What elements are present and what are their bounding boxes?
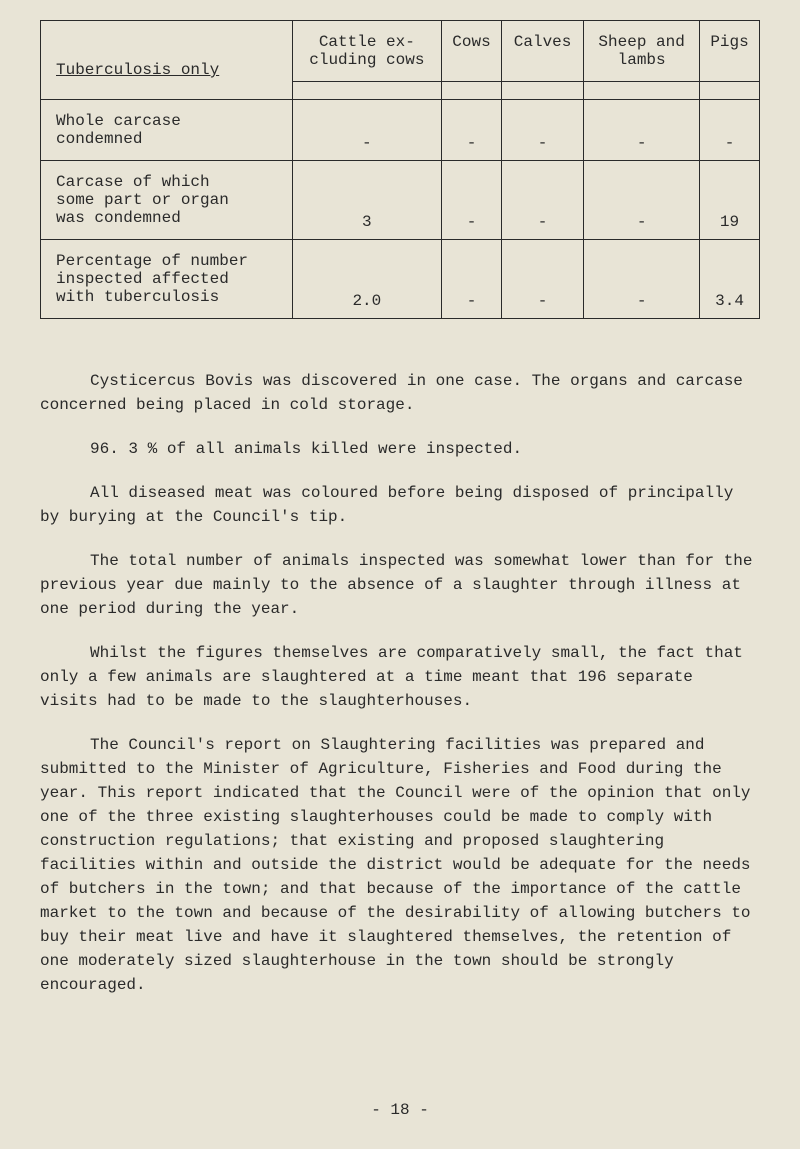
row-label: Carcase of which some part or organ was … xyxy=(41,161,293,240)
col-header: Sheep and lambs xyxy=(584,21,700,82)
cell: - xyxy=(700,100,760,161)
page-number: - 18 - xyxy=(0,1101,800,1119)
cell: - xyxy=(442,161,502,240)
cell: - xyxy=(442,240,502,319)
cell: - xyxy=(584,100,700,161)
tuberculosis-table: Tuberculosis only Cattle ex- cluding cow… xyxy=(40,20,760,319)
col-header: Pigs xyxy=(700,21,760,82)
cell: - xyxy=(442,100,502,161)
cell: - xyxy=(584,240,700,319)
paragraph: Whilst the figures themselves are compar… xyxy=(40,641,760,713)
cell: 2.0 xyxy=(292,240,441,319)
col-header: Cows xyxy=(442,21,502,82)
table-row: Carcase of which some part or organ was … xyxy=(41,161,760,240)
cell: - xyxy=(292,100,441,161)
col-header: Calves xyxy=(501,21,583,82)
paragraph: The total number of animals inspected wa… xyxy=(40,549,760,621)
row-label: Whole carcase condemned xyxy=(41,100,293,161)
cell: - xyxy=(501,161,583,240)
paragraph: Cysticercus Bovis was discovered in one … xyxy=(40,369,760,417)
cell: - xyxy=(501,240,583,319)
cell: - xyxy=(584,161,700,240)
table-row: Whole carcase condemned - - - - - xyxy=(41,100,760,161)
paragraph: 96. 3 % of all animals killed were inspe… xyxy=(40,437,760,461)
section-title: Tuberculosis only xyxy=(56,61,219,79)
cell: 19 xyxy=(700,161,760,240)
paragraph: All diseased meat was coloured before be… xyxy=(40,481,760,529)
cell: - xyxy=(501,100,583,161)
cell: 3 xyxy=(292,161,441,240)
row-label: Percentage of number inspected affected … xyxy=(41,240,293,319)
table-row: Percentage of number inspected affected … xyxy=(41,240,760,319)
col-header: Cattle ex- cluding cows xyxy=(292,21,441,82)
cell: 3.4 xyxy=(700,240,760,319)
paragraph: The Council's report on Slaughtering fac… xyxy=(40,733,760,997)
